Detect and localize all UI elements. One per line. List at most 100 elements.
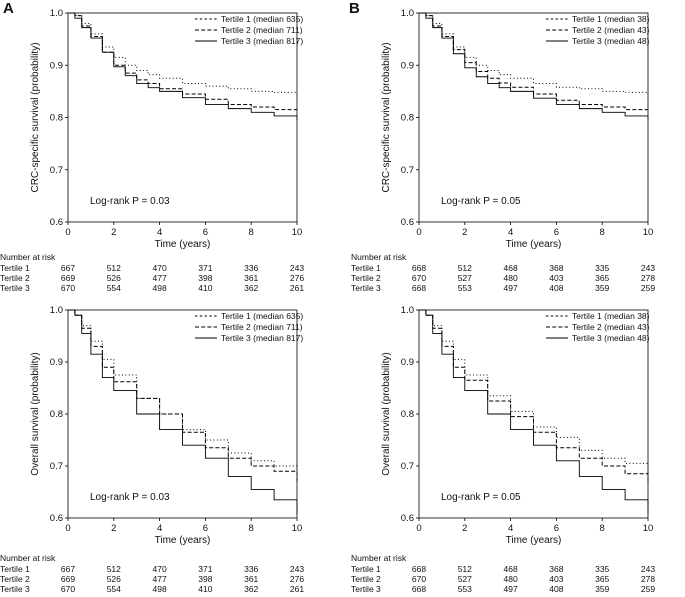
risk-row-label: Tertile 2	[0, 273, 30, 283]
risk-table-row: Tertile 1 668 512 468 368 335 243	[351, 263, 681, 273]
risk-cell: 470	[152, 263, 167, 273]
risk-table-title: Number at risk	[0, 252, 56, 262]
series-line-tertile-3	[419, 12, 649, 120]
y-tick-label: 0.9	[50, 60, 63, 71]
risk-row-label: Tertile 1	[0, 263, 30, 273]
legend-label-tertile-1: Tertile 1 (median 38)	[572, 311, 650, 321]
risk-cell: 512	[106, 564, 121, 574]
risk-cell: 526	[106, 273, 121, 283]
x-tick-label: 8	[249, 227, 254, 238]
km-chart-4: 0.6 0.7 0.8 0.9 1.0 0 2 4 6 8 10 Time (years) Overal…	[381, 305, 653, 546]
y-tick-label: 0.6	[401, 217, 414, 228]
y-axis-label: CRC-specific survival (probability)	[381, 42, 392, 192]
log-rank-annotation: Log-rank P = 0.05	[441, 196, 521, 207]
risk-row-label: Tertile 1	[0, 564, 30, 574]
risk-cell: 468	[503, 564, 518, 574]
km-chart-2: 0.6 0.7 0.8 0.9 1.0 0 2 4 6 8 10 Time (years) CRC-sp…	[381, 8, 654, 250]
x-tick-label: 0	[65, 523, 70, 534]
risk-table-row: Tertile 2 669 526 477 398 361 276	[0, 574, 330, 584]
legend-label-tertile-3: Tertile 3 (median 48)	[572, 36, 650, 46]
risk-cell: 553	[457, 584, 472, 594]
y-axis-label: Overall survival (probability)	[381, 352, 392, 475]
risk-cell: 670	[60, 584, 76, 594]
series-line-tertile-1	[419, 12, 649, 96]
series-line-tertile-3	[68, 309, 298, 515]
risk-table-row: Tertile 2 670 527 480 403 365 278	[351, 273, 681, 283]
risk-cell: 497	[503, 584, 518, 594]
x-axis-label: Time (years)	[506, 239, 562, 250]
y-tick-label: 0.7	[50, 461, 63, 472]
risk-table-title: Number at risk	[351, 252, 407, 262]
y-tick-label: 0.9	[401, 60, 414, 71]
risk-cell: 361	[244, 273, 259, 283]
risk-table-row: Tertile 1 668 512 468 368 335 243	[351, 564, 681, 574]
y-tick-label: 0.6	[50, 217, 63, 228]
risk-cell: 512	[457, 263, 472, 273]
x-tick-label: 6	[203, 227, 208, 238]
y-tick-label: 1.0	[50, 8, 63, 19]
risk-row-label: Tertile 1	[351, 564, 381, 574]
risk-cell: 243	[640, 564, 656, 574]
risk-cell: 554	[106, 283, 121, 293]
y-tick-label: 0.6	[50, 513, 63, 524]
risk-cell: 371	[198, 263, 213, 273]
series-line-tertile-2	[419, 309, 649, 485]
risk-cell: 398	[198, 273, 213, 283]
risk-cell: 261	[289, 283, 305, 293]
risk-table-row: Tertile 1 667 512 470 371 336 243	[0, 564, 330, 574]
y-tick-label: 0.7	[401, 461, 414, 472]
risk-cell: 359	[595, 283, 610, 293]
legend-label-tertile-2: Tertile 2 (median 711)	[221, 322, 303, 332]
x-tick-label: 10	[643, 227, 654, 238]
risk-cell: 398	[198, 574, 213, 584]
risk-cell: 667	[60, 564, 76, 574]
risk-cell: 553	[457, 283, 472, 293]
x-tick-label: 0	[65, 227, 70, 238]
risk-table-title: Number at risk	[0, 553, 56, 563]
x-axis-label: Time (years)	[506, 535, 562, 546]
risk-cell: 335	[595, 564, 610, 574]
risk-cell: 243	[289, 564, 305, 574]
risk-cell: 668	[411, 584, 427, 594]
risk-cell: 276	[289, 574, 305, 584]
risk-cell: 243	[640, 263, 656, 273]
x-tick-label: 6	[554, 227, 559, 238]
x-tick-label: 4	[157, 227, 162, 238]
risk-cell: 497	[503, 283, 518, 293]
risk-row-label: Tertile 3	[0, 584, 30, 594]
legend-label-tertile-3: Tertile 3 (median 48)	[572, 333, 650, 343]
y-tick-label: 0.7	[401, 165, 414, 176]
risk-table-row: Tertile 3 670 554 498 410 362 261	[0, 584, 330, 594]
y-tick-label: 1.0	[50, 305, 63, 316]
risk-table: Number at risk Tertile 1 667 512 470 371 336 24…	[0, 252, 340, 296]
legend-label-tertile-2: Tertile 2 (median 711)	[221, 25, 303, 35]
risk-cell: 667	[60, 263, 76, 273]
risk-cell: 335	[595, 263, 610, 273]
x-tick-label: 6	[554, 523, 559, 534]
risk-cell: 368	[549, 263, 564, 273]
x-tick-label: 0	[416, 227, 421, 238]
risk-cell: 410	[198, 584, 213, 594]
risk-row-label: Tertile 3	[351, 584, 381, 594]
risk-cell: 670	[411, 273, 427, 283]
y-axis-label: Overall survival (probability)	[30, 352, 41, 475]
risk-cell: 403	[549, 273, 564, 283]
risk-cell: 259	[640, 283, 656, 293]
risk-cell: 362	[244, 283, 259, 293]
risk-cell: 336	[244, 564, 259, 574]
risk-cell: 359	[595, 584, 610, 594]
x-tick-label: 4	[157, 523, 162, 534]
risk-table-row: Tertile 2 669 526 477 398 361 276	[0, 273, 330, 283]
risk-cell: 477	[152, 574, 167, 584]
risk-cell: 526	[106, 574, 121, 584]
x-axis-label: Time (years)	[155, 535, 211, 546]
x-tick-label: 4	[508, 227, 513, 238]
risk-table-row: Tertile 3 668 553 497 408 359 259	[351, 584, 681, 594]
legend-label-tertile-1: Tertile 1 (median 635)	[221, 311, 303, 321]
risk-table-row: Tertile 2 670 527 480 403 365 278	[351, 574, 681, 584]
y-tick-label: 0.8	[50, 113, 63, 124]
risk-cell: 477	[152, 273, 167, 283]
x-tick-label: 8	[249, 523, 254, 534]
risk-cell: 362	[244, 584, 259, 594]
series-line-tertile-1	[419, 309, 649, 474]
